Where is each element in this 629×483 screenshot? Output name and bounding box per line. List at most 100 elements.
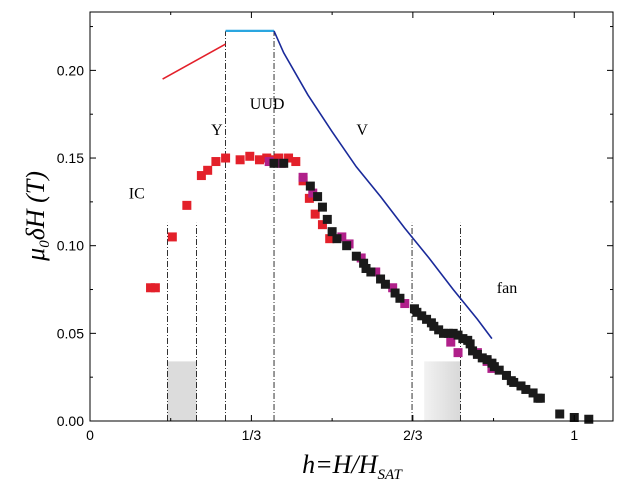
- data-point: [317, 202, 327, 212]
- shaded-region: [424, 361, 461, 421]
- y-tick-label: 0.00: [57, 413, 84, 429]
- data-point: [291, 157, 301, 167]
- data-point: [327, 227, 337, 237]
- data-point: [429, 321, 439, 331]
- data-point: [211, 157, 221, 167]
- data-point: [482, 355, 492, 365]
- data-point: [448, 328, 458, 338]
- data-point: [308, 188, 318, 198]
- data-point: [371, 267, 381, 277]
- y-axis-title-rest: δH (T): [21, 171, 50, 240]
- data-point: [521, 384, 531, 394]
- data-point: [489, 362, 499, 372]
- data-point: [494, 365, 504, 375]
- data-point: [221, 153, 231, 163]
- data-point: [380, 279, 390, 289]
- data-point: [342, 241, 352, 251]
- data-point: [422, 314, 432, 324]
- data-point: [304, 193, 314, 203]
- data-point: [453, 330, 463, 340]
- data-point: [400, 299, 410, 309]
- data-point: [279, 158, 289, 168]
- theory-curve: [162, 43, 226, 80]
- data-point: [254, 155, 264, 165]
- data-point: [535, 393, 545, 403]
- data-point: [310, 209, 320, 219]
- x-axis-title-main: h=H/H: [302, 450, 379, 479]
- data-point: [395, 293, 405, 303]
- shaded-region: [167, 361, 197, 421]
- y-tick-label: 0.05: [57, 325, 84, 341]
- data-point: [366, 267, 376, 277]
- data-point: [146, 283, 156, 293]
- data-point: [446, 337, 456, 347]
- data-point: [284, 153, 294, 163]
- data-point: [269, 158, 279, 168]
- x-tick-label: 1/3: [242, 427, 262, 443]
- theory-curves: [162, 29, 493, 340]
- data-point: [313, 192, 323, 202]
- data-point: [458, 334, 468, 344]
- data-point: [150, 283, 160, 293]
- x-tick-label: 1: [570, 427, 578, 443]
- data-point: [298, 172, 308, 182]
- data-point: [509, 377, 519, 387]
- data-point: [182, 200, 192, 210]
- x-tick-label: 2/3: [403, 427, 423, 443]
- plot-frame: [89, 11, 614, 422]
- data-point: [356, 253, 366, 263]
- data-markers: [146, 151, 594, 424]
- shaded-regions: [167, 361, 461, 421]
- data-point: [477, 353, 487, 363]
- data-point: [465, 339, 475, 349]
- data-point: [203, 165, 213, 175]
- data-point: [337, 232, 347, 242]
- region-label: IC: [129, 185, 145, 202]
- data-point: [584, 414, 594, 424]
- region-label: UUD: [250, 96, 285, 113]
- data-point: [453, 348, 463, 358]
- data-point: [317, 220, 327, 230]
- y-tick-label: 0.15: [57, 150, 84, 166]
- data-point: [351, 251, 361, 261]
- y-axis-title-main: μ: [21, 248, 50, 262]
- y-tick-label: 0.20: [57, 62, 84, 78]
- data-point: [322, 214, 332, 224]
- data-point: [235, 155, 245, 165]
- data-point: [434, 325, 444, 335]
- data-point: [390, 288, 400, 298]
- data-point: [361, 263, 371, 273]
- data-point: [359, 258, 369, 268]
- y-axis-title-sub: 0: [37, 240, 53, 248]
- x-tick-label: 0: [86, 427, 94, 443]
- data-point: [555, 409, 565, 419]
- theory-curve: [273, 30, 493, 340]
- region-label: Y: [211, 122, 223, 139]
- data-point: [443, 328, 453, 338]
- data-point: [376, 274, 386, 284]
- x-axis-title: h=H/HSAT: [302, 450, 403, 483]
- y-tick-label: 0.10: [57, 238, 84, 254]
- data-point: [417, 311, 427, 321]
- region-label: V: [356, 122, 368, 139]
- data-point: [472, 349, 482, 359]
- data-point: [412, 307, 422, 317]
- data-point: [332, 234, 342, 244]
- data-point: [167, 232, 177, 242]
- x-axis-title-sub: SAT: [377, 467, 403, 483]
- data-point: [528, 388, 538, 398]
- data-point: [274, 153, 284, 163]
- data-point: [325, 234, 335, 244]
- phase-boundary-lines: [167, 30, 461, 421]
- data-point: [305, 181, 315, 191]
- data-point: [196, 171, 206, 181]
- data-point: [245, 151, 255, 161]
- data-point: [501, 370, 511, 380]
- data-point: [264, 157, 274, 167]
- data-point: [516, 381, 526, 391]
- data-point: [439, 328, 449, 338]
- data-point: [388, 283, 398, 293]
- data-point: [468, 346, 478, 356]
